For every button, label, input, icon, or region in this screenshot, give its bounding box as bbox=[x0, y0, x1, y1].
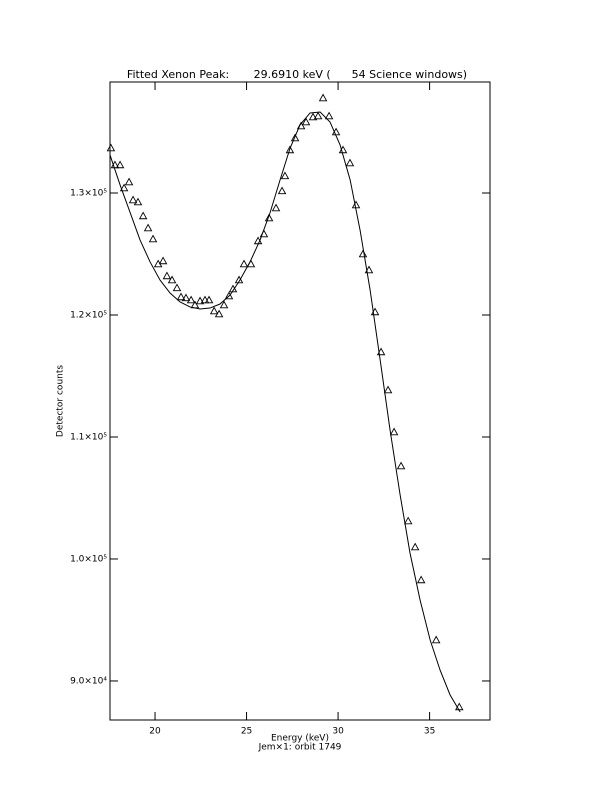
y-tick-label: 9.0×10⁴ bbox=[70, 676, 107, 686]
data-point bbox=[264, 213, 274, 222]
data-point bbox=[345, 158, 355, 167]
data-point bbox=[158, 256, 168, 265]
data-point bbox=[138, 211, 148, 220]
data-point bbox=[410, 542, 420, 551]
data-point bbox=[324, 111, 334, 120]
data-point bbox=[172, 283, 182, 292]
data-point bbox=[186, 295, 196, 304]
data-point bbox=[318, 93, 328, 102]
data-point bbox=[383, 385, 393, 394]
x-tick-label: 25 bbox=[241, 727, 252, 737]
y-axis-label: Detector counts bbox=[56, 365, 66, 437]
y-tick-label: 1.2×10⁵ bbox=[70, 310, 107, 320]
data-point bbox=[403, 516, 413, 525]
data-point bbox=[301, 117, 311, 126]
data-point bbox=[389, 427, 399, 436]
x-tick-label: 35 bbox=[424, 727, 435, 737]
data-point bbox=[396, 461, 406, 470]
data-point bbox=[224, 291, 234, 300]
data-point bbox=[128, 195, 138, 204]
data-point bbox=[313, 111, 323, 120]
data-point bbox=[133, 197, 143, 206]
data-point bbox=[106, 143, 116, 152]
data-point bbox=[285, 145, 295, 154]
data-point bbox=[219, 300, 229, 309]
data-point bbox=[308, 112, 318, 121]
plot-frame bbox=[109, 81, 491, 721]
y-tick-label: 1.0×10⁵ bbox=[70, 554, 107, 564]
data-point bbox=[364, 265, 374, 274]
data-point bbox=[115, 160, 125, 169]
y-tick-label: 1.3×10⁵ bbox=[70, 189, 107, 199]
chart-title: Fitted Xenon Peak: 29.6910 keV ( 54 Scie… bbox=[127, 68, 467, 81]
data-point bbox=[162, 271, 172, 280]
x-tick-label: 30 bbox=[332, 727, 344, 737]
x-tick-label: 20 bbox=[149, 727, 161, 737]
data-point bbox=[200, 295, 210, 304]
data-point bbox=[290, 133, 300, 142]
data-point bbox=[181, 293, 191, 302]
data-point bbox=[280, 171, 290, 180]
data-point bbox=[214, 309, 224, 318]
x-axis-label: Energy (keV) bbox=[271, 734, 329, 744]
data-point bbox=[124, 177, 134, 186]
data-point bbox=[148, 234, 158, 243]
data-point bbox=[195, 296, 205, 305]
data-point bbox=[239, 259, 249, 268]
fit-curve bbox=[109, 111, 461, 713]
data-point bbox=[204, 295, 214, 304]
data-point bbox=[271, 203, 281, 212]
data-point bbox=[167, 275, 177, 284]
y-tick-label: 1.1×10⁵ bbox=[70, 432, 107, 442]
data-point bbox=[119, 183, 129, 192]
data-point bbox=[143, 223, 153, 232]
data-point bbox=[234, 275, 244, 284]
data-point bbox=[358, 249, 368, 258]
data-point bbox=[277, 186, 287, 195]
data-point bbox=[431, 635, 441, 644]
data-point bbox=[416, 575, 426, 584]
data-point bbox=[176, 292, 186, 301]
data-point bbox=[209, 306, 219, 315]
footer: Jem×1: orbit 1749 bbox=[258, 743, 342, 753]
